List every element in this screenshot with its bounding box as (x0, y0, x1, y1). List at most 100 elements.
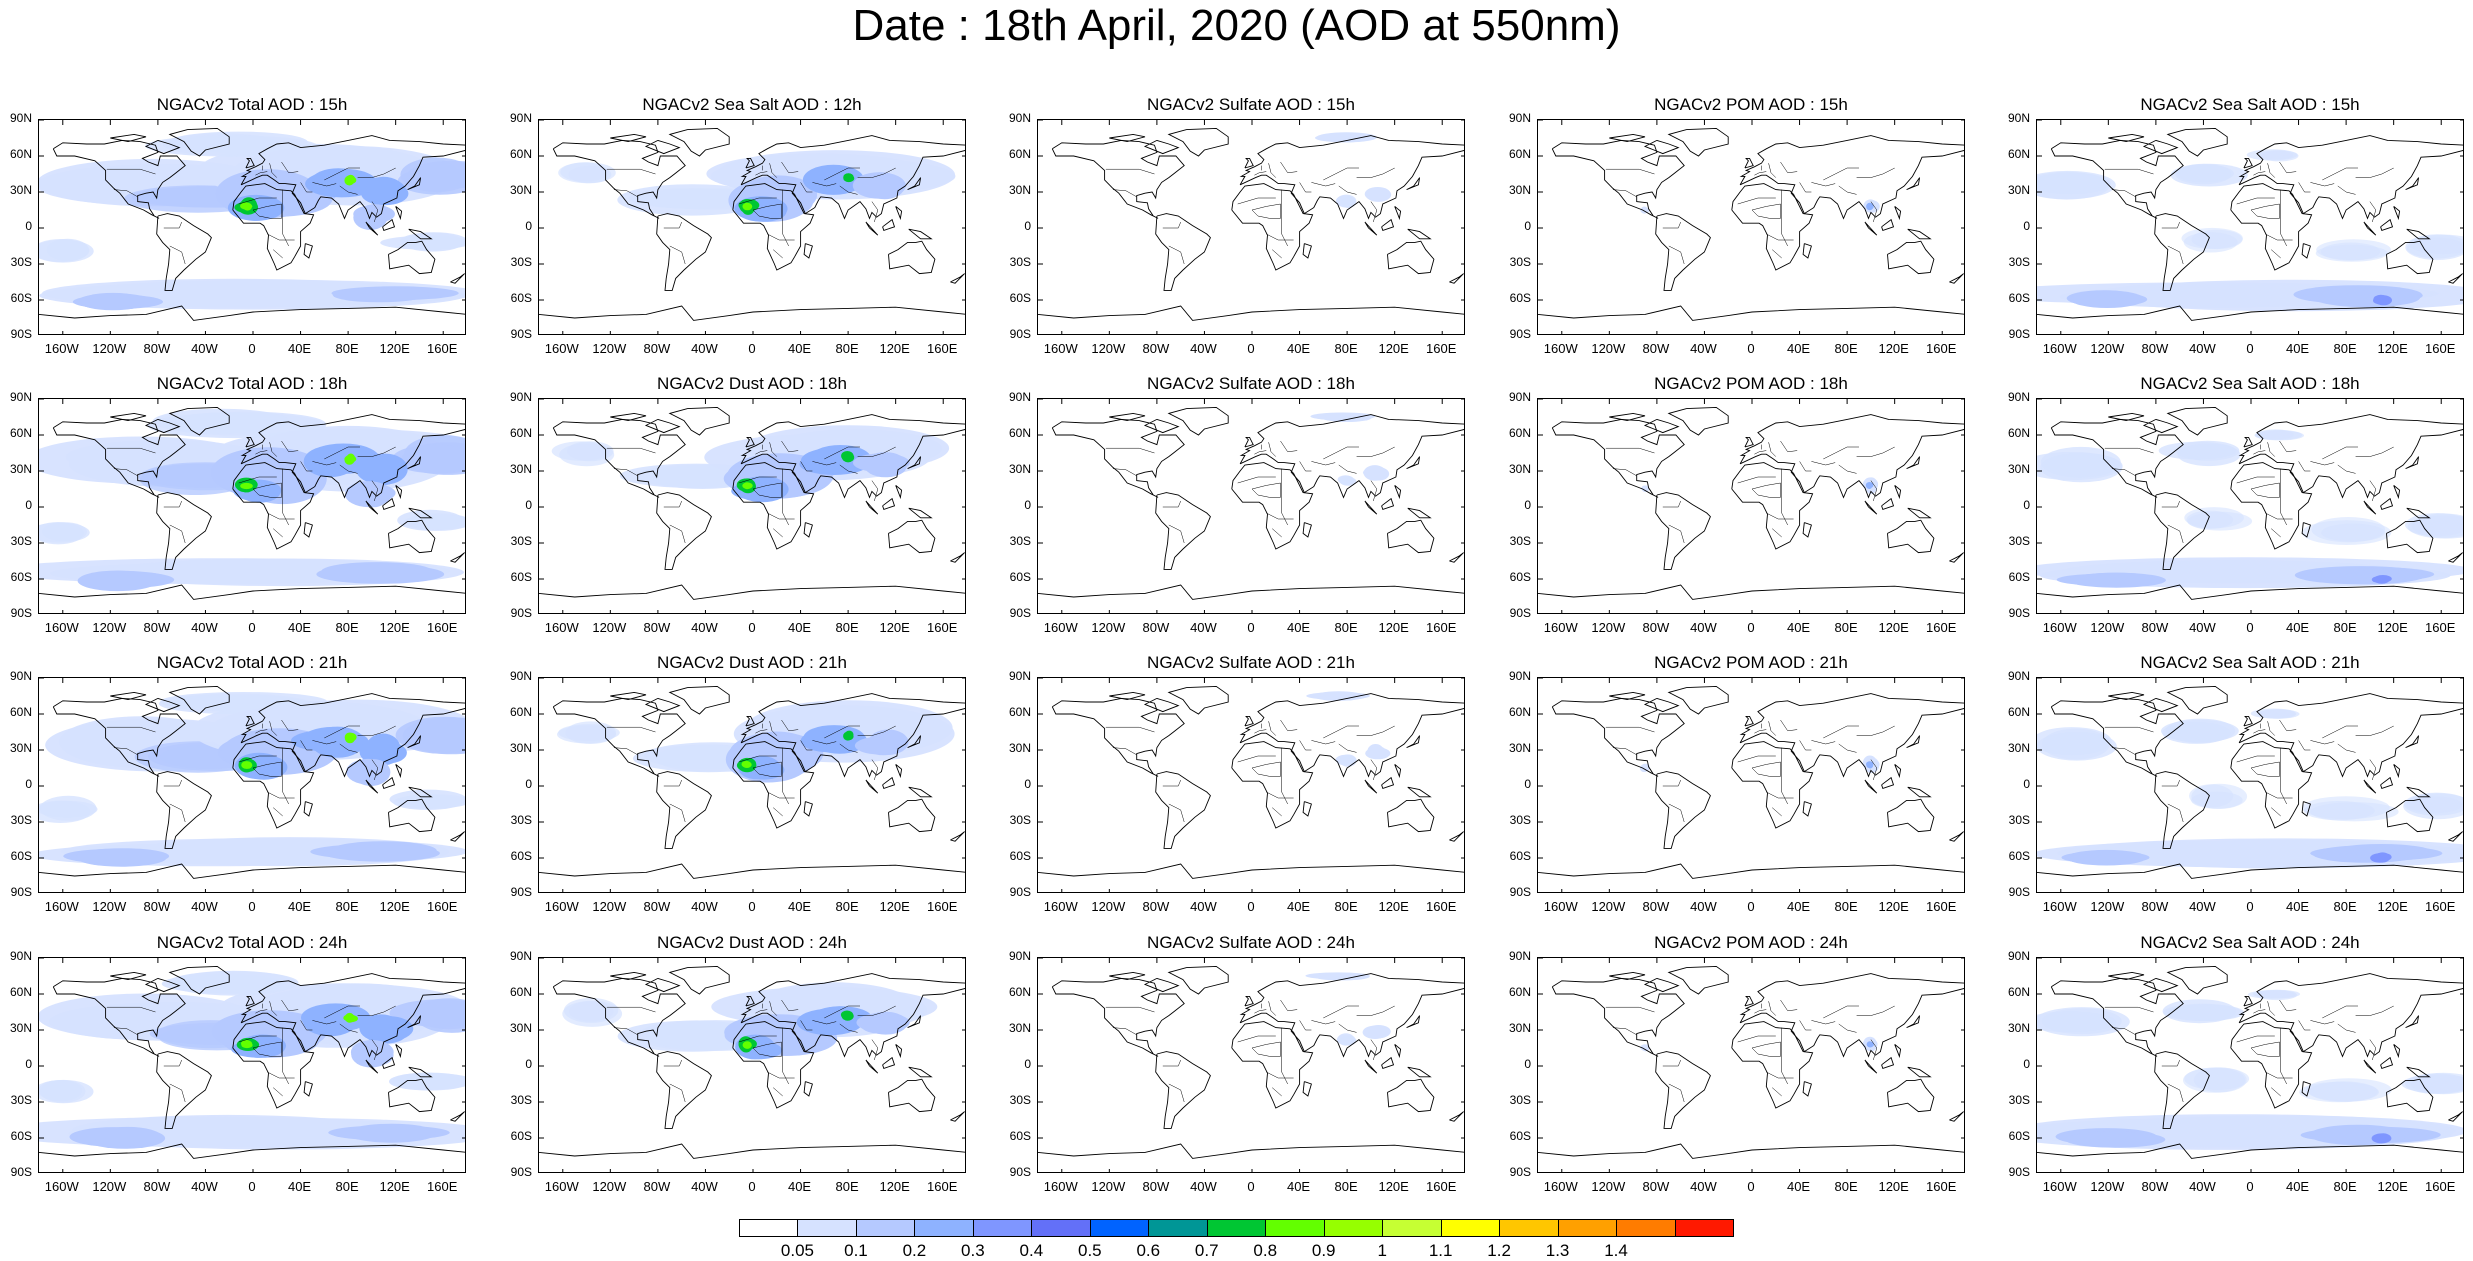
coastline (1231, 1021, 1314, 1109)
country-border (252, 761, 282, 777)
country-border (1168, 1083, 1185, 1103)
aod-field (2061, 851, 2150, 864)
map-plot (538, 119, 966, 335)
coastline (2301, 801, 2311, 817)
lat-tick-label: 30S (1509, 813, 1531, 827)
country-border (1668, 524, 1685, 544)
lon-tick-label: 80E (835, 899, 859, 914)
coastline (2301, 522, 2311, 538)
country-border (1266, 791, 1294, 799)
country-border (2111, 468, 2136, 477)
country-border (2355, 725, 2394, 736)
lat-tick-label: 60S (1009, 291, 1031, 305)
country-border (2298, 461, 2311, 472)
country-border (1280, 440, 1298, 453)
coastline (39, 863, 465, 879)
coastline (1887, 519, 1935, 554)
colorbar-swatch (855, 1219, 916, 1237)
lon-tick-label: 80E (335, 899, 359, 914)
aod-field (392, 1073, 465, 1090)
lat-tick-label: 60S (10, 849, 32, 863)
coastline (2363, 1059, 2377, 1074)
coastline (245, 995, 255, 1007)
country-border (755, 729, 768, 734)
lat-tick-label: 90N (1008, 390, 1031, 404)
coastline (110, 971, 147, 981)
country-border (1112, 1027, 1137, 1036)
country-border (2310, 740, 2335, 745)
country-border (2253, 450, 2266, 455)
aod-field (413, 998, 465, 1030)
lat-tick-label: 30S (2008, 1093, 2030, 1107)
coastline (2154, 492, 2210, 570)
country-border (2236, 755, 2275, 763)
country-border (1254, 1009, 1267, 1014)
country-border (2236, 1035, 2275, 1043)
lon-tick-label: 160W (1543, 899, 1578, 914)
coastline (2243, 715, 2253, 727)
coastline (2142, 418, 2179, 434)
lat-tick-label: 30N (509, 741, 532, 755)
lon-tick-label: 120W (1091, 1179, 1126, 1194)
lon-tick-label: 80W (143, 341, 171, 356)
aod-field (354, 1044, 394, 1067)
lon-tick-label: 40W (191, 620, 218, 635)
coastline (2142, 977, 2179, 993)
lat-tick-label: 90S (1009, 327, 1031, 341)
country-border (2322, 167, 2358, 181)
lon-tick-label: 40W (1690, 620, 1717, 635)
coastline (1038, 584, 1464, 600)
country-border (1338, 185, 1357, 195)
lon-tick-label: 0 (248, 620, 256, 635)
country-border (2161, 500, 2180, 508)
lon-tick-label: 80E (1834, 620, 1858, 635)
lon-tick-label: 80E (835, 620, 859, 635)
lon-tick-label: 120W (92, 1179, 127, 1194)
coastline (2166, 685, 2228, 715)
coastline (245, 436, 255, 448)
country-border (324, 167, 360, 181)
coastline (745, 436, 755, 448)
lat-tick-label: 30N (1508, 462, 1531, 476)
coastline (1731, 741, 1814, 829)
lat-tick-label: 90N (509, 111, 532, 125)
lat-tick-label: 60S (2008, 291, 2030, 305)
country-border (663, 779, 682, 787)
lon-tick-label: 80E (2333, 620, 2357, 635)
coastline (1387, 240, 1435, 275)
country-border (2104, 1006, 2154, 1013)
lat-tick-label: 0 (1524, 777, 1531, 791)
country-border (1668, 1083, 1685, 1103)
aod-field (1368, 467, 1390, 481)
lat-tick-label: 90N (509, 669, 532, 683)
lat-tick-label: 90S (10, 1165, 32, 1179)
lat-tick-label: 0 (1524, 1057, 1531, 1071)
lon-tick-label: 160W (544, 899, 579, 914)
country-border (824, 446, 860, 460)
coastline (1667, 965, 1729, 995)
aod-field (2177, 443, 2241, 467)
coastline (450, 831, 465, 842)
aod-field (399, 232, 465, 251)
lat-tick-label: 30N (509, 1021, 532, 1035)
coastline (2380, 218, 2394, 231)
lon-tick-label: 160E (1426, 899, 1457, 914)
country-border (300, 1020, 313, 1031)
colorbar-swatch (1031, 1219, 1091, 1237)
country-border (1268, 721, 1276, 736)
colorbar-swatch (1265, 1219, 1325, 1237)
coastline (1655, 213, 1711, 291)
lon-tick-label: 160E (927, 1179, 958, 1194)
colorbar-label: 0.7 (1194, 1241, 1219, 1260)
lat-tick-label: 90N (509, 390, 532, 404)
country-border (2111, 189, 2136, 198)
lat-tick-label: 60S (1509, 570, 1531, 584)
coastline (2037, 1143, 2463, 1159)
lon-tick-label: 40W (1190, 341, 1217, 356)
coastline (388, 519, 436, 554)
country-border (1281, 189, 1288, 247)
panel-title: NGACv2 Sulfate AOD : 21h (1147, 653, 1355, 672)
world-map (1538, 399, 1964, 613)
lon-tick-label: 40E (1786, 341, 1811, 356)
country-border (1254, 729, 1267, 734)
